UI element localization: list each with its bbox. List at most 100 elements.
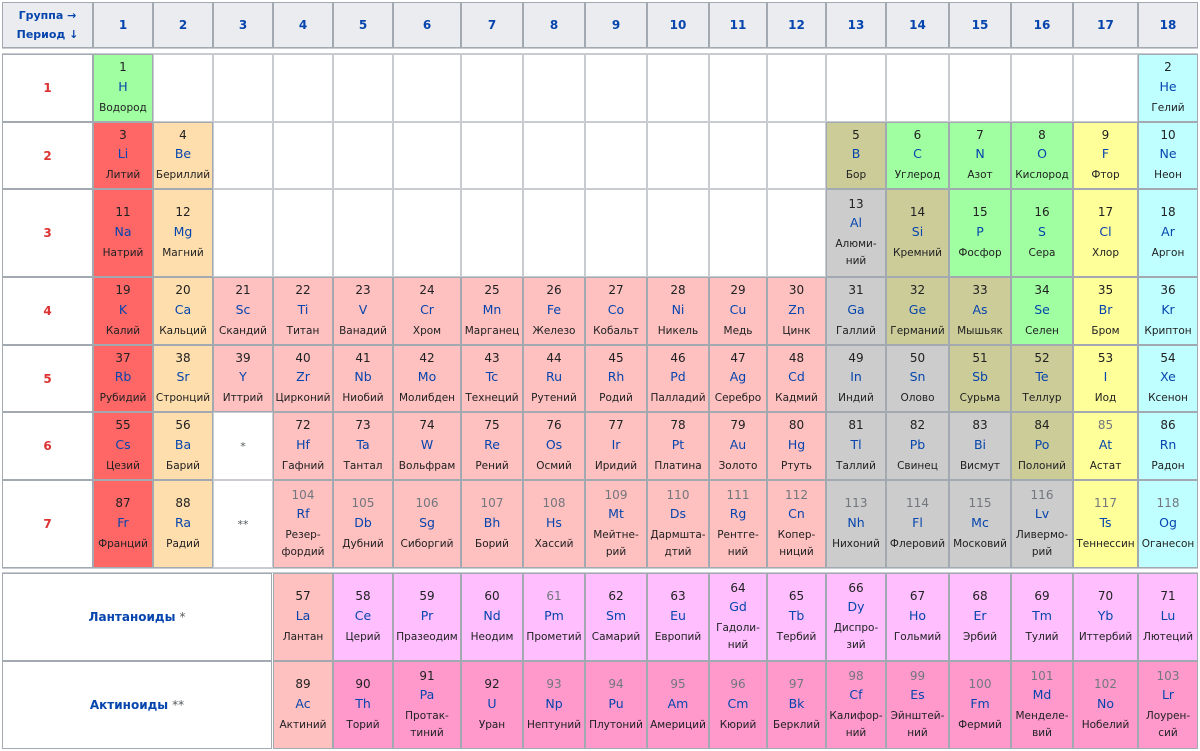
element-symbol-link[interactable]: Ge: [908, 301, 927, 317]
element-cell-sm[interactable]: 62 Sm Самарий: [585, 573, 647, 661]
element-symbol-link[interactable]: U: [487, 695, 497, 711]
element-symbol-link[interactable]: B: [851, 146, 861, 162]
element-symbol-link[interactable]: Rh: [607, 369, 625, 385]
element-cell-re[interactable]: 75 Re Рений: [461, 412, 523, 480]
series-label-lanthanides[interactable]: Лантаноиды *: [2, 573, 272, 661]
element-cell-k[interactable]: 19 K Калий: [93, 277, 153, 345]
element-cell-te[interactable]: 52 Te Теллур: [1011, 345, 1073, 412]
element-cell-se[interactable]: 34 Se Селен: [1011, 277, 1073, 345]
element-cell-np[interactable]: 93 Np Нептуний: [523, 661, 585, 749]
element-cell-ra[interactable]: 88 Ra Радий: [153, 480, 213, 568]
element-symbol-link[interactable]: Ir: [611, 436, 621, 452]
element-symbol-link[interactable]: Re: [484, 436, 500, 452]
element-symbol-link[interactable]: Fr: [117, 514, 129, 530]
element-cell-sb[interactable]: 51 Sb Сурьма: [949, 345, 1011, 412]
element-symbol-link[interactable]: Ne: [1159, 146, 1177, 162]
element-symbol-link[interactable]: Li: [117, 146, 129, 162]
element-cell-tc[interactable]: 43 Tc Технеций: [461, 345, 523, 412]
element-symbol-link[interactable]: Sr: [176, 369, 190, 385]
element-symbol-link[interactable]: Ce: [354, 607, 372, 623]
element-cell-b[interactable]: 5 B Бор: [826, 122, 886, 189]
element-symbol-link[interactable]: Cm: [727, 695, 749, 711]
element-symbol-link[interactable]: Ba: [174, 436, 192, 452]
element-cell-hg[interactable]: 80 Hg Ртуть: [767, 412, 826, 480]
element-cell-nh[interactable]: 113 Nh Нихоний: [826, 480, 886, 568]
element-symbol-link[interactable]: Rb: [114, 369, 132, 385]
element-symbol-link[interactable]: Pm: [544, 607, 564, 623]
element-cell-ir[interactable]: 77 Ir Иридий: [585, 412, 647, 480]
element-cell-as[interactable]: 33 As Мышьяк: [949, 277, 1011, 345]
element-cell-ds[interactable]: 110 Ds Дармшта- дтий: [647, 480, 709, 568]
group-header-1[interactable]: 1: [93, 2, 153, 48]
element-symbol-link[interactable]: In: [850, 369, 862, 385]
element-symbol-link[interactable]: Cf: [849, 687, 863, 703]
element-symbol-link[interactable]: Rn: [1159, 436, 1177, 452]
element-cell-h[interactable]: 1 H Водород: [93, 54, 153, 122]
element-cell-hf[interactable]: 72 Hf Гафний: [273, 412, 333, 480]
element-symbol-link[interactable]: Hg: [787, 436, 806, 452]
element-symbol-link[interactable]: Db: [354, 514, 372, 530]
element-symbol-link[interactable]: At: [1098, 436, 1113, 452]
element-cell-gd[interactable]: 64 Gd Гадоли- ний: [709, 573, 767, 661]
group-header-15[interactable]: 15: [949, 2, 1011, 48]
element-symbol-link[interactable]: Lv: [1034, 506, 1050, 522]
element-symbol-link[interactable]: Yb: [1097, 607, 1114, 623]
element-cell-er[interactable]: 68 Er Эрбий: [949, 573, 1011, 661]
element-symbol-link[interactable]: Ts: [1099, 514, 1112, 530]
element-cell-cn[interactable]: 112 Cn Копер- ниций: [767, 480, 826, 568]
element-symbol-link[interactable]: Fe: [546, 301, 562, 317]
period-label-6[interactable]: 6: [2, 412, 93, 480]
element-cell-ru[interactable]: 44 Ru Рутений: [523, 345, 585, 412]
element-symbol-link[interactable]: Xe: [1160, 369, 1176, 385]
period-label-3[interactable]: 3: [2, 189, 93, 277]
period-label-7[interactable]: 7: [2, 480, 93, 568]
element-cell-sc[interactable]: 21 Sc Скандий: [213, 277, 273, 345]
element-symbol-link[interactable]: Na: [114, 223, 132, 239]
element-cell-ge[interactable]: 32 Ge Германий: [886, 277, 949, 345]
element-symbol-link[interactable]: Te: [1035, 369, 1049, 385]
element-symbol-link[interactable]: Pa: [419, 687, 435, 703]
element-symbol-link[interactable]: Ti: [297, 301, 309, 317]
element-symbol-link[interactable]: Sg: [419, 514, 435, 530]
element-cell-nd[interactable]: 60 Nd Неодим: [461, 573, 523, 661]
element-symbol-link[interactable]: Sc: [235, 301, 251, 317]
element-symbol-link[interactable]: Pd: [670, 369, 686, 385]
element-cell-cm[interactable]: 96 Cm Кюрий: [709, 661, 767, 749]
period-label-4[interactable]: 4: [2, 277, 93, 345]
element-symbol-link[interactable]: Ca: [174, 301, 192, 317]
series-label-actinides[interactable]: Актиноиды **: [2, 661, 272, 749]
element-symbol-link[interactable]: Lu: [1160, 607, 1176, 623]
group-header-7[interactable]: 7: [461, 2, 523, 48]
element-cell-pd[interactable]: 46 Pd Палладий: [647, 345, 709, 412]
element-cell-ar[interactable]: 18 Ar Аргон: [1138, 189, 1198, 277]
element-cell-cs[interactable]: 55 Cs Цезий: [93, 412, 153, 480]
element-symbol-link[interactable]: Es: [910, 687, 925, 703]
element-cell-y[interactable]: 39 Y Иттрий: [213, 345, 273, 412]
group-header-11[interactable]: 11: [709, 2, 767, 48]
element-symbol-link[interactable]: Ta: [356, 436, 370, 452]
element-symbol-link[interactable]: Ac: [295, 695, 311, 711]
element-symbol-link[interactable]: C: [913, 146, 922, 162]
element-symbol-link[interactable]: Au: [729, 436, 747, 452]
element-symbol-link[interactable]: Tc: [485, 369, 499, 385]
element-symbol-link[interactable]: Lr: [1161, 687, 1175, 703]
element-symbol-link[interactable]: Al: [849, 215, 863, 231]
element-cell-pr[interactable]: 59 Pr Празеодим: [393, 573, 461, 661]
element-cell-mo[interactable]: 42 Mo Молибден: [393, 345, 461, 412]
element-cell-no[interactable]: 102 No Нобелий: [1073, 661, 1138, 749]
element-cell-cr[interactable]: 24 Cr Хром: [393, 277, 461, 345]
element-cell-si[interactable]: 14 Si Кремний: [886, 189, 949, 277]
element-symbol-link[interactable]: Cn: [788, 506, 805, 522]
element-symbol-link[interactable]: Pt: [671, 436, 685, 452]
element-cell-sn[interactable]: 50 Sn Олово: [886, 345, 949, 412]
element-cell-mn[interactable]: 25 Mn Марганец: [461, 277, 523, 345]
element-symbol-link[interactable]: Cd: [788, 369, 805, 385]
element-symbol-link[interactable]: Pu: [608, 695, 624, 711]
element-symbol-link[interactable]: Si: [911, 223, 924, 239]
element-symbol-link[interactable]: Sm: [605, 607, 627, 623]
group-header-6[interactable]: 6: [393, 2, 461, 48]
element-cell-og[interactable]: 118 Og Оганесон: [1138, 480, 1198, 568]
element-symbol-link[interactable]: Mc: [971, 514, 989, 530]
group-header-5[interactable]: 5: [333, 2, 393, 48]
element-cell-f[interactable]: 9 F Фтор: [1073, 122, 1138, 189]
